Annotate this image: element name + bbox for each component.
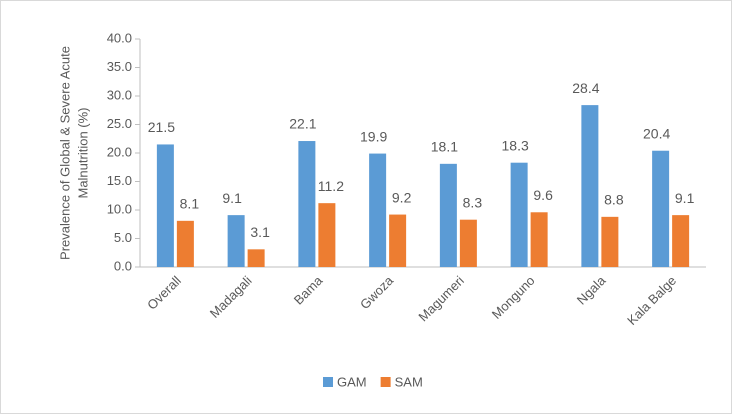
bar (227, 215, 245, 267)
bar (530, 212, 548, 267)
bar (318, 203, 336, 267)
data-label: 11.2 (318, 178, 344, 194)
bar (176, 220, 194, 267)
data-label: 9.2 (392, 189, 412, 205)
data-label: 28.4 (572, 80, 599, 96)
data-label: 9.1 (222, 190, 242, 206)
bar (601, 216, 619, 267)
y-tick-label: 10.0 (107, 201, 132, 216)
y-axis-title: Prevalence of Global & Severe Acute (57, 46, 72, 260)
bar (298, 141, 316, 267)
bar (156, 144, 174, 267)
y-tick-label: 20.0 (107, 144, 132, 159)
y-tick-label: 5.0 (114, 230, 132, 245)
y-tick-label: 30.0 (107, 87, 132, 102)
bar (510, 162, 528, 267)
y-tick-label: 35.0 (107, 59, 132, 74)
legend-swatch (380, 377, 391, 387)
data-label: 3.1 (250, 224, 270, 240)
data-label: 19.9 (360, 128, 387, 144)
legend-label: SAM (395, 374, 423, 389)
data-label: 22.1 (289, 116, 316, 132)
data-label: 21.5 (148, 119, 175, 135)
y-tick-label: 25.0 (107, 116, 132, 131)
data-label: 20.4 (643, 125, 670, 141)
data-label: 8.1 (180, 196, 200, 212)
y-tick-label: 15.0 (107, 173, 132, 188)
data-label: 9.1 (675, 190, 695, 206)
y-tick-label: 40.0 (107, 30, 132, 45)
bar (672, 215, 690, 267)
data-label: 8.3 (463, 194, 483, 210)
data-label: 8.8 (604, 192, 624, 208)
bar (459, 219, 477, 267)
data-label: 9.6 (533, 187, 553, 203)
data-label: 18.3 (502, 137, 529, 153)
bar (652, 150, 670, 267)
bar (581, 105, 599, 268)
legend-swatch (323, 377, 333, 387)
y-tick-label: 0.0 (114, 258, 132, 273)
bar (369, 153, 387, 267)
bar (389, 214, 407, 267)
bar (439, 163, 457, 267)
legend-label: GAM (337, 374, 367, 389)
y-axis-title: Malnutrition (%) (75, 107, 90, 198)
data-label: 18.1 (431, 139, 458, 155)
bar (247, 249, 265, 267)
